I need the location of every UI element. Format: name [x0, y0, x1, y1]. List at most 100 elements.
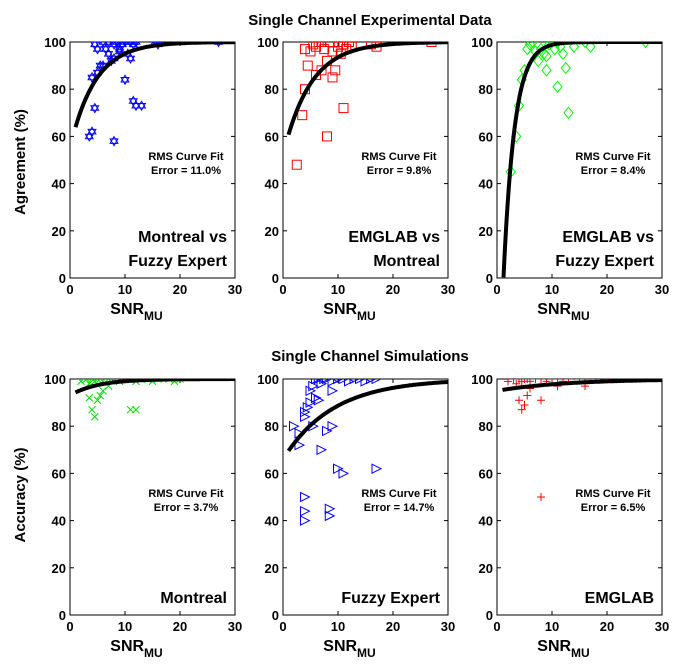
data-point — [504, 379, 512, 386]
panel-label: Montreal — [160, 590, 227, 607]
data-point — [322, 379, 333, 385]
panel-label: Montreal — [373, 253, 440, 270]
data-point — [103, 42, 114, 48]
data-point — [131, 42, 141, 48]
data-point — [324, 503, 336, 515]
y-tick-label: 80 — [479, 82, 493, 97]
data-point — [349, 379, 361, 385]
data-point — [585, 42, 596, 54]
x-tick-label: 10 — [118, 619, 132, 634]
fit-curve — [502, 379, 662, 392]
y-tick-label: 80 — [265, 419, 279, 434]
plot-area — [74, 379, 235, 421]
data-point — [319, 44, 330, 55]
panel-2: 0 10 20 30 0 20 40 60 80 100 RMS Curve Fit Error = … — [257, 35, 455, 323]
x-axis-label-subscript: MU — [144, 646, 163, 660]
y-tick-label: 100 — [44, 35, 66, 50]
data-point — [527, 42, 538, 49]
data-point — [109, 135, 119, 147]
data-point — [300, 411, 311, 423]
x-tick-label: 10 — [331, 619, 345, 634]
data-point — [90, 102, 100, 114]
data-point — [541, 64, 552, 77]
data-point — [313, 379, 325, 385]
data-point-part — [109, 138, 119, 147]
y-tick-label: 60 — [479, 466, 493, 481]
data-point — [90, 412, 99, 421]
top-y-axis-label: Agreement (%) — [12, 109, 29, 215]
data-point-part — [105, 42, 112, 48]
data-point — [92, 43, 103, 55]
data-point — [87, 71, 97, 83]
y-tick-label: 0 — [59, 271, 66, 286]
data-point — [297, 110, 308, 121]
y-tick-label: 80 — [265, 82, 279, 97]
data-point — [366, 379, 377, 385]
fit-curve — [286, 380, 448, 453]
data-point — [308, 380, 319, 392]
data-point — [557, 47, 569, 61]
data-point — [338, 103, 349, 114]
data-point-part — [131, 42, 141, 45]
data-point — [553, 379, 562, 383]
fit-curve — [286, 42, 448, 136]
rms-error: Error = 6.5% — [581, 502, 646, 514]
data-point-part — [120, 42, 130, 45]
data-point-part — [87, 74, 97, 83]
x-axis-label-subscript: MU — [357, 646, 376, 660]
panel-6: 0 10 20 30 0 20 40 60 80 100 RMS Curve Fit Error = … — [471, 372, 669, 660]
data-point — [300, 406, 311, 418]
x-tick-label: 30 — [441, 619, 455, 634]
data-point — [300, 515, 311, 526]
data-point — [103, 48, 114, 60]
x-tick-label: 0 — [493, 619, 500, 634]
rms-error: Error = 3.7% — [154, 502, 219, 514]
data-point — [333, 42, 343, 47]
data-point — [333, 379, 344, 385]
y-tick-label: 40 — [265, 177, 279, 192]
y-tick-label: 100 — [257, 35, 279, 50]
y-tick-label: 0 — [59, 608, 66, 623]
x-tick-label: 20 — [173, 619, 187, 634]
x-tick-label: 30 — [228, 282, 242, 297]
data-point — [330, 65, 341, 76]
data-point — [355, 379, 366, 385]
data-point — [99, 386, 107, 395]
data-point — [531, 379, 540, 383]
fit-curve — [501, 42, 662, 278]
rms-heading: RMS Curve Fit — [148, 151, 224, 163]
y-tick-label: 100 — [471, 372, 493, 387]
data-point — [316, 42, 327, 47]
data-point-part — [103, 48, 114, 57]
y-tick-label: 40 — [52, 514, 66, 529]
x-tick-label: 20 — [600, 619, 614, 634]
x-axis-label: SNRMU — [537, 301, 589, 323]
data-point — [537, 396, 545, 405]
data-point — [544, 42, 555, 51]
data-point-part — [128, 42, 138, 48]
y-tick-label: 0 — [486, 271, 493, 286]
y-tick-label: 20 — [52, 561, 66, 576]
x-axis-label: SNRMU — [537, 638, 589, 660]
bottom-y-axis-label: Accuracy (%) — [12, 447, 29, 542]
rms-heading: RMS Curve Fit — [575, 488, 651, 500]
data-point — [136, 100, 147, 112]
x-axis-label: SNRMU — [323, 638, 375, 660]
data-point — [517, 405, 526, 414]
data-point — [541, 49, 552, 63]
data-point — [300, 505, 311, 517]
data-point — [338, 468, 350, 479]
top-section-title: Single Channel Experimental Data — [248, 12, 492, 29]
data-point — [338, 379, 350, 385]
data-point — [333, 463, 344, 474]
data-point — [302, 60, 313, 71]
data-point — [322, 425, 333, 437]
panel-label: EMGLAB — [585, 590, 654, 607]
data-point — [291, 159, 302, 170]
x-axis-label-subscript: MU — [144, 309, 163, 323]
panel-label: Fuzzy Expert — [128, 253, 227, 270]
data-point-part — [132, 42, 140, 48]
rms-heading: RMS Curve Fit — [148, 488, 224, 500]
